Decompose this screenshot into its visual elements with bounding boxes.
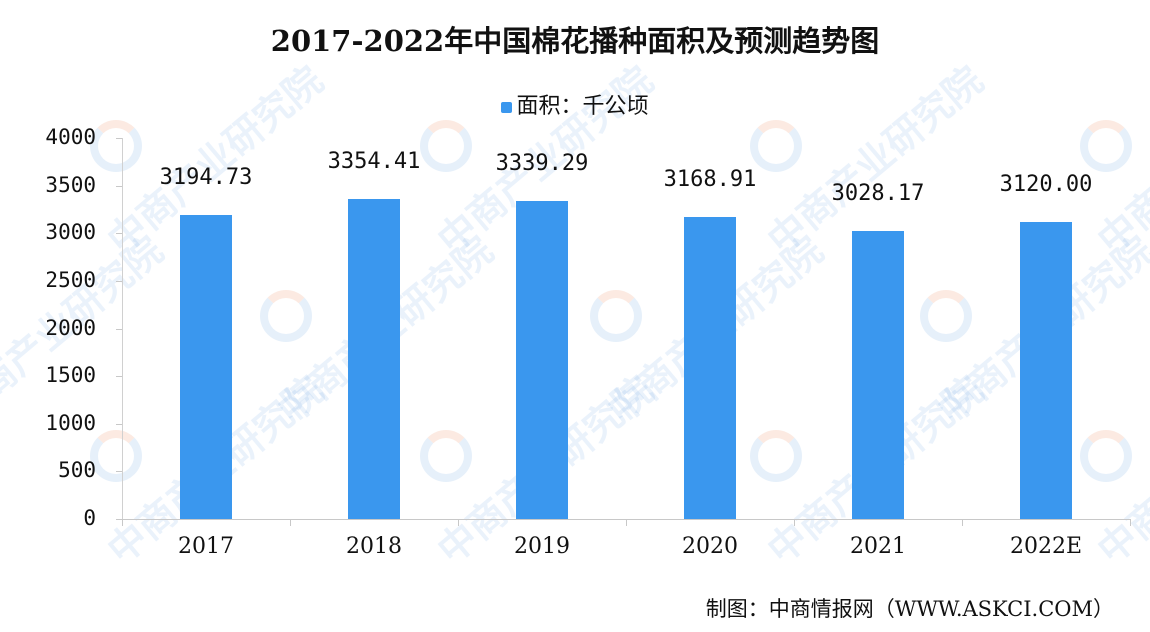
legend-swatch-icon	[501, 101, 513, 113]
y-tick-label: 2000	[45, 315, 96, 340]
x-tick-mark	[122, 519, 123, 526]
y-tick-mark	[116, 280, 122, 282]
y-tick-mark	[116, 519, 122, 520]
bar-2021	[852, 230, 904, 519]
bar-2020	[684, 217, 736, 519]
source-credit: 制图：中商情报网（WWW.ASKCI.COM）	[705, 597, 1114, 621]
y-tick-mark	[116, 423, 122, 425]
x-tick-mark	[626, 519, 627, 526]
bar-2022E	[1020, 221, 1072, 519]
y-tick-mark	[116, 376, 122, 378]
chart-title: 2017-2022年中国棉花播种面积及预测趋势图	[270, 24, 880, 58]
x-tick-mark	[458, 519, 459, 526]
y-tick-mark	[116, 138, 122, 139]
legend-label: 面积：千公顷	[516, 94, 649, 119]
y-tick-label: 3500	[45, 172, 96, 197]
x-tick-mark	[794, 519, 795, 526]
y-tick-label: 4000	[45, 125, 96, 149]
x-tick-label: 2020	[682, 534, 738, 559]
legend: 面积：千公顷	[0, 88, 1150, 120]
x-tick-label: 2018	[346, 534, 402, 559]
y-tick-label: 1500	[45, 363, 96, 388]
bar-2019	[516, 200, 568, 519]
x-tick-label: 2021	[850, 534, 906, 559]
y-tick-mark	[116, 328, 122, 330]
x-tick-mark	[1130, 519, 1131, 526]
x-tick-mark	[962, 519, 963, 526]
bar-value-label: 3339.29	[495, 150, 589, 176]
bar-value-label: 3120.00	[999, 171, 1093, 197]
x-tick-label: 2019	[514, 534, 570, 559]
plot-area: 3194.73 3354.41 3339.29 3168.91 3028.17 3120.…	[116, 138, 1131, 526]
bar-2018	[348, 199, 400, 519]
x-tick-label: 2017	[178, 534, 234, 559]
y-tick-label: 3000	[45, 220, 96, 245]
y-tick-mark	[116, 185, 122, 187]
y-tick-label: 2500	[45, 267, 96, 292]
bar-value-label: 3354.41	[327, 149, 421, 175]
y-axis-line	[122, 138, 123, 519]
bar-value-label: 3168.91	[663, 167, 757, 193]
bar-value-label: 3194.73	[159, 164, 253, 190]
y-tick-mark	[116, 233, 122, 235]
bar-value-label: 3028.17	[831, 180, 925, 206]
bar-2017	[180, 214, 232, 519]
x-tick-mark	[290, 519, 291, 526]
y-tick-label: 0	[83, 506, 96, 530]
y-tick-label: 1000	[45, 410, 96, 435]
y-tick-mark	[116, 471, 122, 473]
x-tick-label: 2022E	[1009, 534, 1083, 559]
y-tick-label: 500	[58, 458, 96, 483]
